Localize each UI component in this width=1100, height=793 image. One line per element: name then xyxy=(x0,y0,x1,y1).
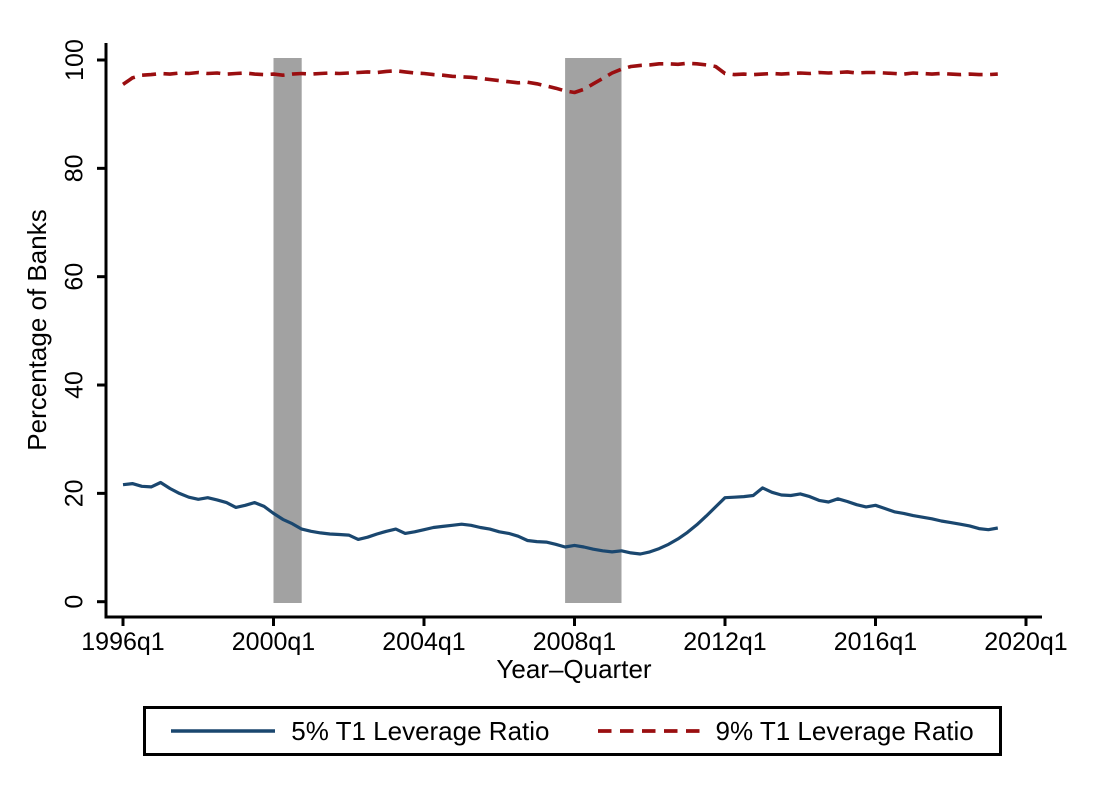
solid-line-sample-icon xyxy=(171,729,276,733)
y-tick-label: 60 xyxy=(61,263,89,291)
legend-label-5pct: 5% T1 Leverage Ratio xyxy=(291,716,550,746)
y-tick-label: 20 xyxy=(61,479,89,507)
y-tick-label: 80 xyxy=(61,154,89,182)
y-tick-label: 0 xyxy=(61,595,89,609)
x-tick-label: 2020q1 xyxy=(984,628,1067,656)
recession-shading-bar xyxy=(273,58,302,603)
x-tick-label: 1996q1 xyxy=(81,628,164,656)
x-axis-title: Year–Quarter xyxy=(496,654,651,684)
dashed-line-sample-icon xyxy=(597,729,700,733)
y-tick-label: 40 xyxy=(61,371,89,399)
x-tick-label: 2016q1 xyxy=(834,628,917,656)
legend-label-9pct: 9% T1 Leverage Ratio xyxy=(715,716,974,746)
series-line-5pct xyxy=(122,480,999,556)
legend-key-9pct-line xyxy=(597,726,700,736)
y-tick-label: 100 xyxy=(61,39,89,81)
legend-key-5pct-line xyxy=(171,726,276,736)
x-tick-label: 2008q1 xyxy=(533,628,616,656)
x-tick-label: 2012q1 xyxy=(683,628,766,656)
x-tick-label: 2004q1 xyxy=(382,628,465,656)
series-line-9pct xyxy=(121,61,998,95)
y-axis-title: Percentage of Banks xyxy=(22,209,52,450)
x-tick-label: 2000q1 xyxy=(232,628,315,656)
recession-shading-bar xyxy=(565,58,622,603)
legend: 5% T1 Leverage Ratio 9% T1 Leverage Rati… xyxy=(143,706,1002,756)
